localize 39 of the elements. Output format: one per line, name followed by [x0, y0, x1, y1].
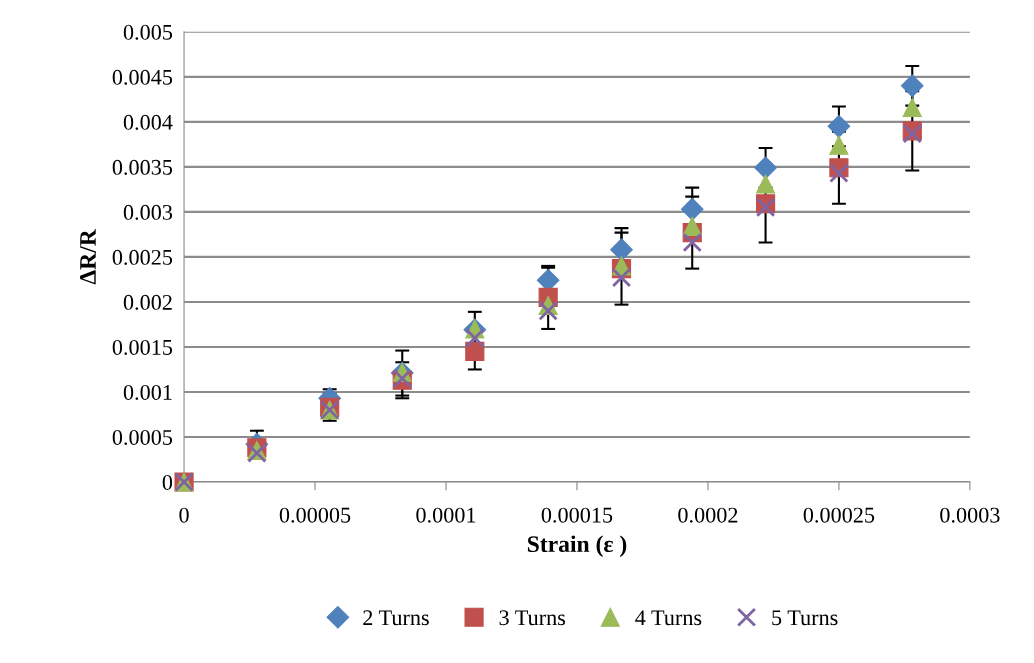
legend-label: 2 Turns: [363, 610, 429, 626]
y-tick-label: 0: [162, 474, 173, 490]
x-tick-label: 0.00025: [803, 507, 875, 523]
point: [900, 74, 924, 98]
y-tick-label: 0.001: [123, 384, 172, 400]
y-tick-label: 0.003: [123, 204, 173, 220]
point: [754, 156, 777, 180]
x-tick-label: 0: [179, 507, 189, 523]
y-tick-label: 0.005: [123, 24, 173, 40]
legend-label: 5 Turns: [772, 610, 838, 626]
point: [465, 328, 485, 348]
y-tick-label: 0.004: [123, 114, 173, 130]
point: [465, 341, 485, 362]
point: [829, 163, 849, 183]
point: [680, 197, 704, 221]
point: [610, 238, 633, 262]
point: [827, 115, 851, 138]
point: [902, 97, 922, 118]
y-tick-label: 0.0025: [112, 249, 173, 265]
x-tick-label: 0.0002: [678, 507, 738, 523]
y-tick-label: 0.0035: [112, 159, 173, 175]
x-tick-label: 0.0003: [940, 507, 1000, 523]
y-axis-title: ΔR/R: [80, 228, 96, 285]
point: [538, 301, 558, 321]
legend-label: 4 Turns: [635, 610, 702, 626]
x-tick-label: 0.00015: [541, 507, 613, 523]
x-tick-label: 0.0001: [416, 507, 476, 523]
y-tick-label: 0.002: [123, 294, 172, 310]
x-axis-title: Strain (ε ): [527, 535, 627, 557]
y-tick-label: 0.0005: [112, 429, 173, 446]
point: [682, 232, 702, 253]
legend-label: 3 Turns: [499, 610, 566, 626]
point: [611, 267, 632, 288]
point: [829, 135, 849, 155]
x-tick-label: 0.00005: [279, 507, 351, 523]
y-tick-label: 0.0045: [112, 69, 173, 85]
y-tick-label: 0.0015: [112, 339, 173, 355]
point: [682, 216, 702, 236]
point: [755, 174, 776, 194]
